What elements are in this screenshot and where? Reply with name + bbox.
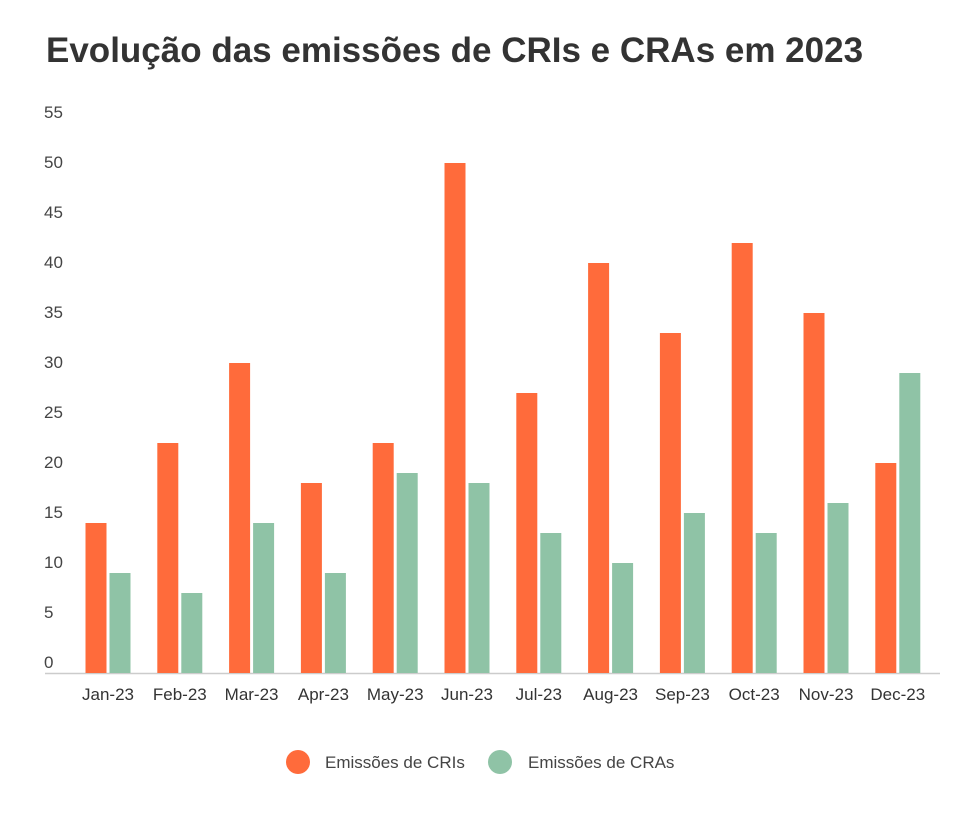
bar-cris-jun-23[interactable] [444,163,466,673]
x-tick-label: May-23 [367,685,424,704]
x-axis: Jan-23 Feb-23 Mar-23 Apr-23 May-23 Jun-23 Jul-… [82,685,925,704]
y-tick-label: 30 [44,353,63,372]
y-tick-label: 5 [44,603,53,622]
bar-cras-jun-23[interactable] [468,483,490,673]
bar-cras-may-23[interactable] [396,473,418,673]
bar-cras-aug-23[interactable] [612,563,634,673]
bar-cras-apr-23[interactable] [324,573,346,673]
y-tick-label: 45 [44,203,63,222]
x-tick-label: Oct-23 [729,685,780,704]
x-tick-label: Dec-23 [870,685,925,704]
bar-cras-jan-23[interactable] [109,573,131,673]
bar-cris-jan-23[interactable] [85,523,107,673]
legend: Emissões de CRIs Emissões de CRAs [286,750,674,774]
bar-cras-feb-23[interactable] [181,593,203,673]
bar-cris-may-23[interactable] [372,443,394,673]
legend-marker-cras [488,750,512,774]
x-tick-label: Feb-23 [153,685,207,704]
y-tick-label: 15 [44,503,63,522]
x-tick-label: Jul-23 [516,685,562,704]
bar-cris-dec-23[interactable] [875,463,897,673]
legend-marker-cris [286,750,310,774]
bar-cris-sep-23[interactable] [659,333,681,673]
y-tick-label: 40 [44,253,63,272]
y-tick-label: 0 [44,653,53,672]
bar-cris-feb-23[interactable] [157,443,179,673]
x-tick-label: Jun-23 [441,685,493,704]
y-tick-label: 10 [44,553,63,572]
bar-cras-dec-23[interactable] [899,373,921,673]
x-tick-label: Aug-23 [583,685,638,704]
bars [85,163,921,673]
bar-cras-jul-23[interactable] [540,533,562,673]
bar-cras-nov-23[interactable] [827,503,849,673]
bar-cras-mar-23[interactable] [253,523,275,673]
bar-cris-nov-23[interactable] [803,313,825,673]
bar-cris-jul-23[interactable] [516,393,538,673]
y-axis: 0 5 10 15 20 25 30 35 40 45 50 55 [44,103,63,672]
bar-cris-apr-23[interactable] [300,483,322,673]
x-tick-label: Apr-23 [298,685,349,704]
bar-cris-mar-23[interactable] [229,363,251,673]
bar-cris-oct-23[interactable] [731,243,753,673]
legend-label-cras[interactable]: Emissões de CRAs [528,753,674,772]
x-tick-label: Jan-23 [82,685,134,704]
y-tick-label: 55 [44,103,63,122]
bar-cris-aug-23[interactable] [588,263,610,673]
x-tick-label: Nov-23 [799,685,854,704]
x-tick-label: Mar-23 [225,685,279,704]
y-tick-label: 20 [44,453,63,472]
x-tick-label: Sep-23 [655,685,710,704]
bar-cras-sep-23[interactable] [683,513,705,673]
legend-label-cris[interactable]: Emissões de CRIs [325,753,465,772]
y-tick-label: 35 [44,303,63,322]
y-tick-label: 25 [44,403,63,422]
chart-title: Evolução das emissões de CRIs e CRAs em … [46,31,863,70]
y-tick-label: 50 [44,153,63,172]
bar-cras-oct-23[interactable] [755,533,777,673]
